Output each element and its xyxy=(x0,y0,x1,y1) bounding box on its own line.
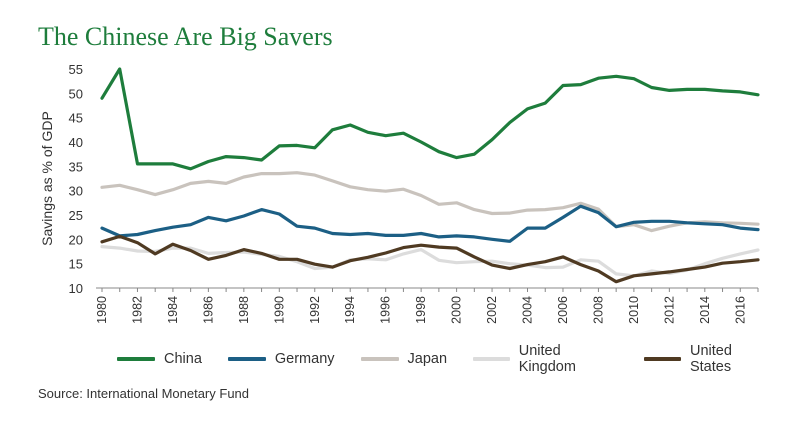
x-tick-label: 1996 xyxy=(379,296,393,324)
legend-swatch xyxy=(117,357,155,361)
y-tick-label: 15 xyxy=(69,257,83,272)
legend-swatch xyxy=(473,357,510,361)
source-note: Source: International Monetary Fund xyxy=(38,386,250,401)
series-line-united-kingdom xyxy=(100,245,760,278)
series-line-china xyxy=(100,67,760,171)
axes: 10 15 20 25 30 35 40 45 50 55 1980 1982 1984 1986 1988… xyxy=(39,62,759,324)
series-line-japan xyxy=(100,171,760,233)
y-tick-label: 30 xyxy=(69,184,83,199)
series-line-united-states xyxy=(100,234,760,284)
legend-swatch xyxy=(644,357,681,361)
legend-label: Japan xyxy=(407,351,448,367)
legend-item-united-states: United States xyxy=(644,343,774,375)
y-tick-label: 25 xyxy=(69,208,83,223)
y-tick-label: 45 xyxy=(69,111,83,126)
legend-item-china: China xyxy=(117,351,202,367)
y-tick-label: 35 xyxy=(69,159,83,174)
x-tick-label: 2012 xyxy=(662,296,676,324)
x-tick-label: 1990 xyxy=(272,296,286,324)
line-chart: 10 15 20 25 30 35 40 45 50 55 1980 1982 1984 1986 1988… xyxy=(39,62,760,324)
x-tick-label: 2006 xyxy=(556,296,570,324)
x-tick-label: 1988 xyxy=(237,296,251,324)
x-tick-label: 2016 xyxy=(733,296,747,324)
legend-swatch xyxy=(227,357,266,361)
x-tick-label: 1994 xyxy=(343,296,357,324)
y-tick-label: 40 xyxy=(69,135,83,150)
legend-label: United States xyxy=(689,343,732,375)
x-tick-label: 2008 xyxy=(591,296,605,324)
legend: China Germany Japan United Kingdom Unite… xyxy=(117,343,800,375)
x-tick-label: 1992 xyxy=(308,296,322,324)
x-tick-label: 2000 xyxy=(450,296,464,324)
y-tick-label: 20 xyxy=(69,232,83,247)
x-tick-label: 1986 xyxy=(201,296,215,324)
legend-item-united-kingdom: United Kingdom xyxy=(473,343,618,375)
legend-item-japan: Japan xyxy=(360,351,448,367)
series-layer xyxy=(100,67,760,284)
y-tick-label: 55 xyxy=(69,62,83,77)
x-tick-label: 1980 xyxy=(95,296,109,324)
y-axis-label: Savings as % of GDP xyxy=(39,111,55,246)
legend-label: United Kingdom xyxy=(518,343,576,375)
legend-swatch xyxy=(360,357,399,361)
x-tick-label: 1998 xyxy=(414,296,428,324)
x-tick-label: 2002 xyxy=(485,296,499,324)
x-tick-label: 1982 xyxy=(130,296,144,324)
y-tick-label: 10 xyxy=(69,281,83,296)
legend-label: China xyxy=(164,351,202,367)
series-line-germany xyxy=(100,204,760,243)
y-tick-label: 50 xyxy=(69,86,83,101)
x-tick-label: 2010 xyxy=(627,296,641,324)
x-tick-label: 2004 xyxy=(521,296,535,324)
x-tick-label: 1984 xyxy=(166,296,180,324)
legend-label: Germany xyxy=(274,351,335,367)
x-tick-label: 2014 xyxy=(698,296,712,324)
legend-item-germany: Germany xyxy=(227,351,335,367)
chart-title: The Chinese Are Big Savers xyxy=(38,22,333,51)
